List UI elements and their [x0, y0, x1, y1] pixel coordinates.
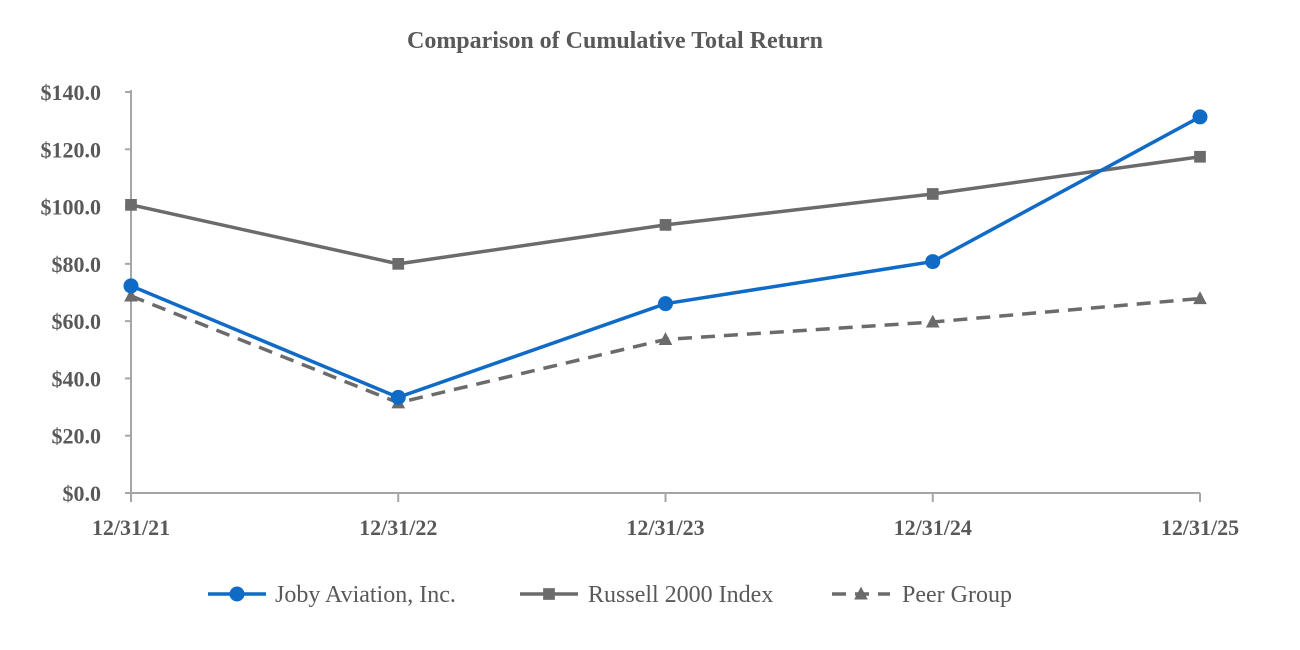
legend-swatch-marker — [543, 588, 555, 600]
data-point-russell-2000-index — [926, 188, 939, 200]
legend-item-russell-2000-index: Russell 2000 Index — [520, 582, 773, 608]
series-line-joby-aviation-inc — [130, 115, 1201, 400]
y-tick-label: $120.0 — [41, 137, 102, 162]
legend-swatch-marker — [229, 586, 245, 602]
y-tick-label: $60.0 — [52, 309, 102, 334]
x-tick-label: 12/31/24 — [894, 515, 972, 540]
y-tick-label: $40.0 — [52, 366, 102, 391]
data-point-russell-2000-index — [125, 199, 137, 211]
series-russell-2000-index — [125, 150, 1206, 270]
series-joby-aviation-inc — [123, 109, 1208, 405]
legend-swatch-marker — [854, 586, 868, 600]
data-point-joby-aviation-inc — [925, 254, 941, 270]
x-tick-label: 12/31/23 — [626, 515, 704, 540]
axes: $0.0 $20.0 $40.0 $60.0 $80.0 $100.0 $120.0 $140… — [41, 80, 1240, 540]
data-point-joby-aviation-inc — [658, 296, 673, 312]
legend-label: Joby Aviation, Inc. — [275, 582, 456, 608]
series-layer — [123, 109, 1208, 409]
y-tick-label: $20.0 — [52, 424, 102, 449]
data-point-joby-aviation-inc — [390, 389, 406, 405]
data-point-russell-2000-index — [659, 219, 672, 231]
data-point-peer-group — [925, 314, 940, 328]
data-point-russell-2000-index — [1194, 150, 1206, 163]
data-point-peer-group — [124, 288, 138, 302]
x-tick-label: 12/31/25 — [1161, 515, 1239, 540]
series-line-russell-2000-index — [130, 154, 1201, 266]
legend-item-peer-group: Peer Group — [832, 582, 1012, 608]
legend-label: Russell 2000 Index — [588, 582, 773, 608]
y-tick-label: $140.0 — [41, 80, 102, 105]
data-point-peer-group — [1193, 291, 1207, 305]
data-point-peer-group — [658, 332, 673, 346]
data-point-joby-aviation-inc — [123, 278, 139, 294]
data-point-joby-aviation-inc — [1192, 109, 1208, 125]
data-point-russell-2000-index — [392, 258, 405, 270]
x-tick-label: 12/31/22 — [359, 515, 437, 540]
x-tick-label: 12/31/21 — [92, 515, 170, 540]
chart-title: Comparison of Cumulative Total Return — [407, 28, 823, 54]
y-tick-label: $0.0 — [63, 481, 102, 506]
legend-label: Peer Group — [902, 582, 1012, 608]
y-tick-label: $100.0 — [41, 195, 102, 220]
y-tick-label: $80.0 — [52, 252, 102, 277]
series-peer-group — [124, 288, 1207, 409]
legend: Joby Aviation, Inc. Russell 2000 Index Pee… — [208, 582, 1012, 608]
legend-item-joby-aviation-inc: Joby Aviation, Inc. — [208, 582, 456, 608]
series-line-peer-group — [130, 294, 1201, 405]
